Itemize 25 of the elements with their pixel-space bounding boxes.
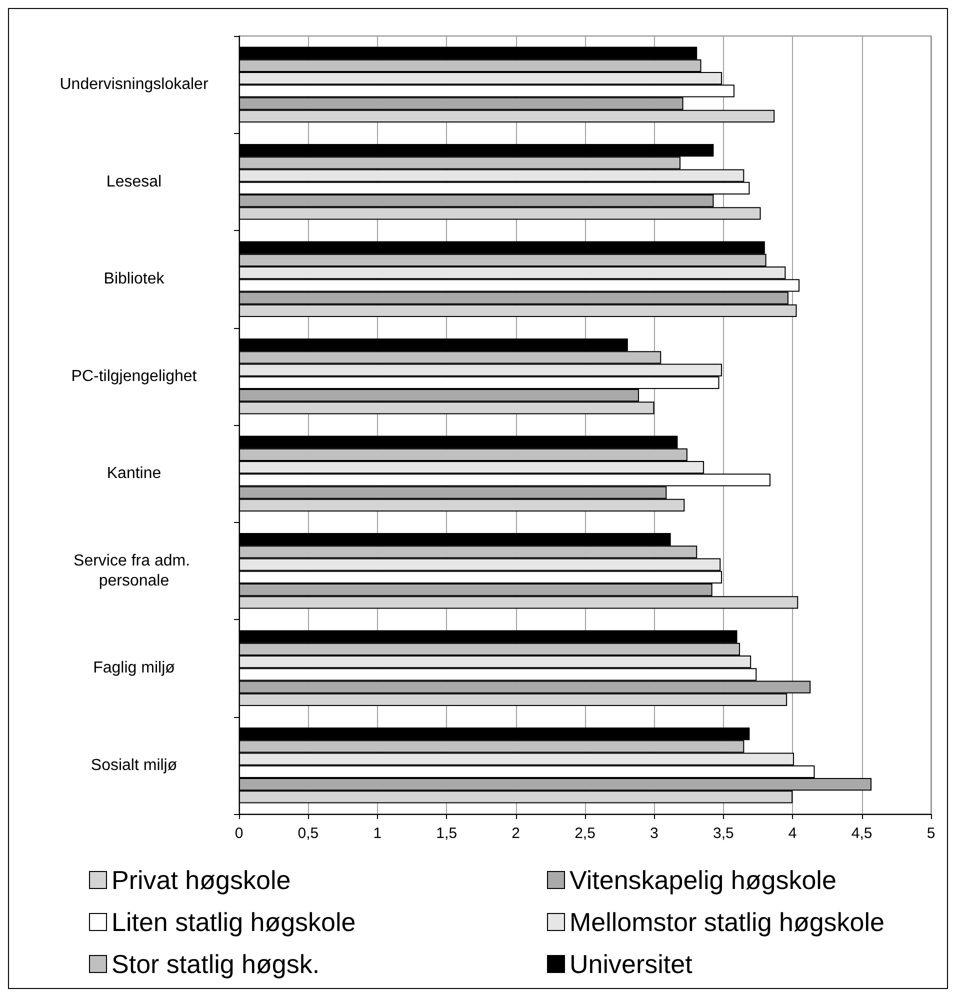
- x-tick-label: 2,5: [574, 825, 596, 842]
- y-tick-label: Bibliotek: [104, 270, 166, 288]
- legend-label: Liten statlig høgskole: [112, 907, 356, 937]
- legend-label: Privat høgskole: [112, 865, 291, 895]
- legend-label: Stor statlig høgsk.: [112, 949, 320, 979]
- x-tick-label: 4,5: [851, 825, 872, 842]
- x-tick-label: 4: [788, 825, 797, 842]
- x-tick-label: 5: [926, 825, 936, 842]
- x-tick-label: 3: [650, 825, 658, 842]
- legend-label: Universitet: [570, 949, 694, 979]
- x-tick-label: 0,5: [298, 825, 319, 842]
- x-tick-label: 2: [512, 825, 520, 842]
- y-tick-label: Service fra adm. personale: [74, 552, 194, 590]
- legend-label: Mellomstor statlig høgskole: [570, 907, 884, 937]
- y-tick-label: Sosialt miljø: [90, 756, 178, 774]
- x-tick-label: 1: [373, 825, 382, 842]
- x-tick-label: 3,5: [712, 825, 734, 842]
- y-tick-label: PC-tilgjengelighet: [71, 368, 198, 385]
- x-tick-label: 1,5: [436, 825, 458, 842]
- y-tick-label: Lesesal: [106, 173, 162, 190]
- x-tick-label: 0: [234, 825, 244, 842]
- y-tick-label: Kantine: [106, 465, 162, 482]
- y-tick-label: Faglig miljø: [93, 660, 176, 677]
- legend-label: Vitenskapelig høgskole: [570, 865, 836, 895]
- y-tick-label: Undervisningslokaler: [60, 76, 209, 94]
